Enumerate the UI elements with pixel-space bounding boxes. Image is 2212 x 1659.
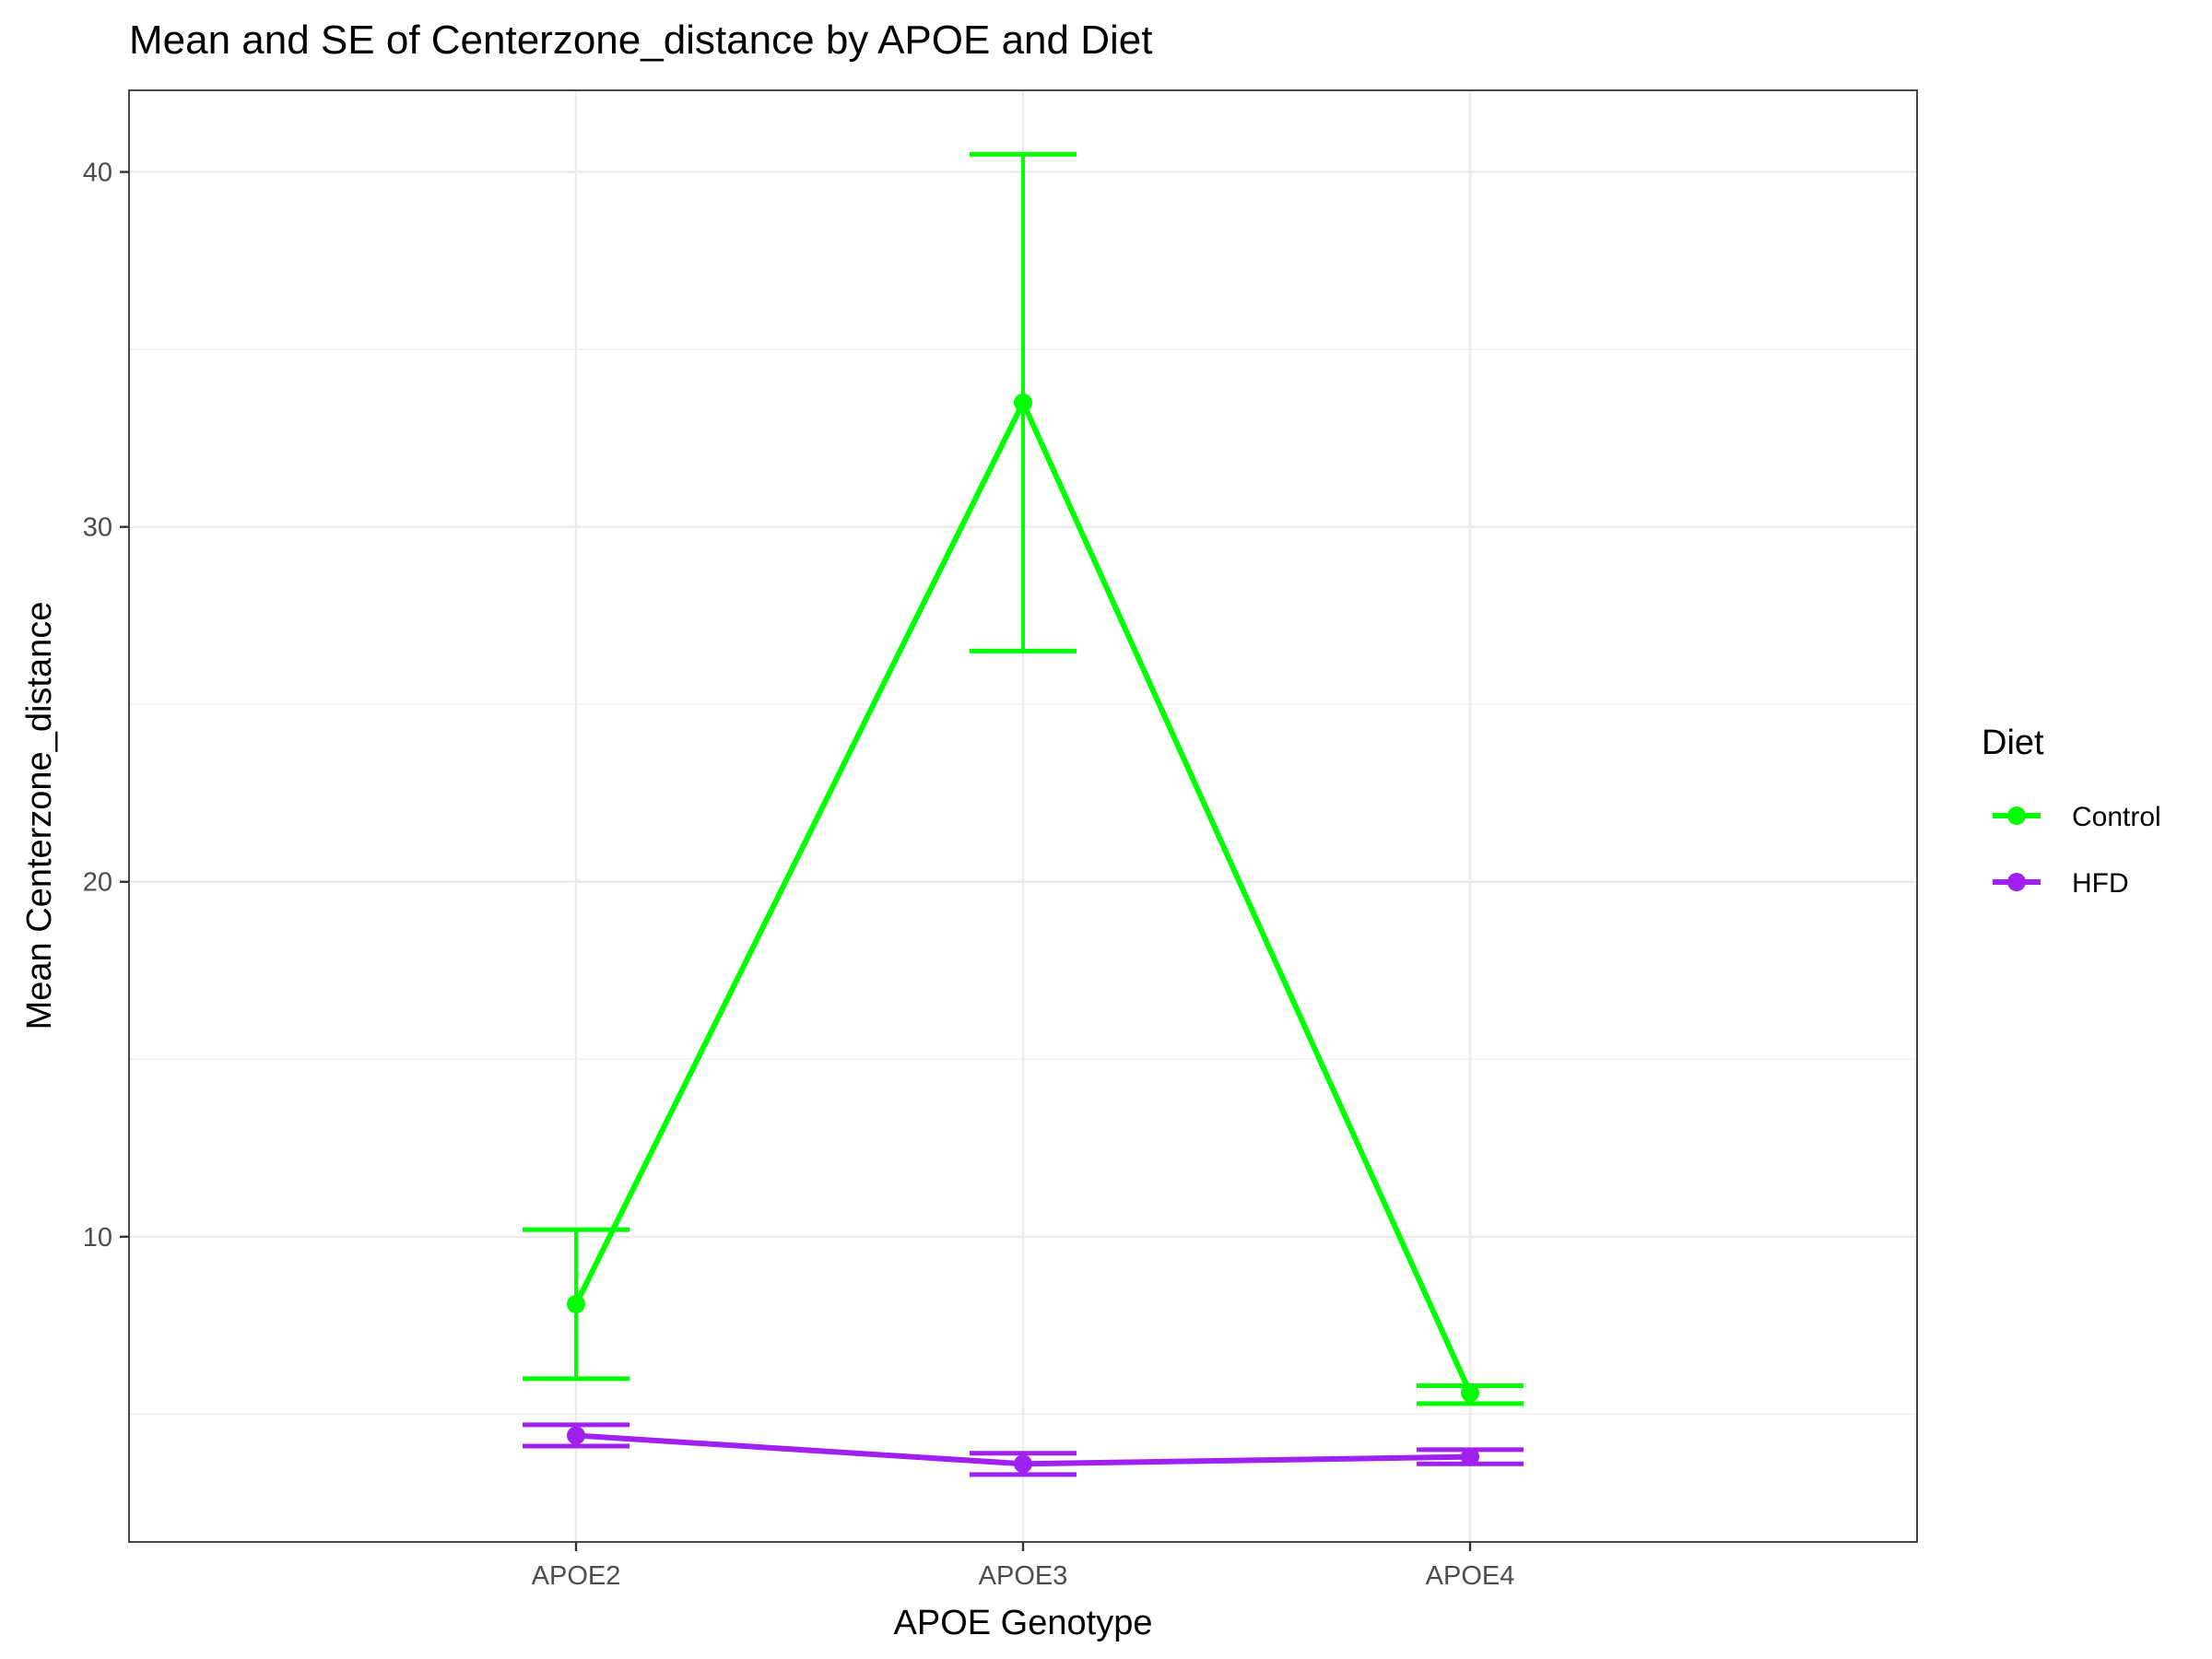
x-tick-label: APOE2 — [532, 1561, 621, 1591]
legend-key-point — [2007, 873, 2026, 891]
y-tick-label: 10 — [83, 1223, 112, 1253]
data-point — [567, 1426, 585, 1444]
y-axis-title: Mean Centerzone_distance — [20, 602, 59, 1030]
y-tick-label: 20 — [83, 868, 112, 898]
legend-key-point — [2007, 806, 2026, 825]
legend-items: Control HFD — [1993, 802, 2161, 899]
data-point — [1461, 1448, 1479, 1466]
legend-title: Diet — [1982, 724, 2044, 762]
legend: Diet Control HFD — [1982, 724, 2161, 899]
x-axis-title: APOE Genotype — [894, 1604, 1153, 1642]
data-point — [1014, 394, 1032, 412]
chart-title: Mean and SE of Centerzone_distance by AP… — [129, 18, 1152, 63]
y-tick-label: 30 — [83, 513, 112, 543]
legend-item-control: Control — [1993, 802, 2161, 832]
legend-label: HFD — [2072, 868, 2129, 899]
y-tick-label: 40 — [83, 159, 112, 188]
data-point — [567, 1295, 585, 1313]
data-point — [1014, 1454, 1032, 1473]
legend-label: Control — [2072, 802, 2161, 832]
x-tick-label: APOE4 — [1426, 1561, 1515, 1591]
x-tick-label: APOE3 — [979, 1561, 1068, 1591]
data-point — [1461, 1383, 1479, 1402]
axes: 10 20 30 40 APOE2 APOE3 APOE4 — [83, 159, 1515, 1591]
legend-item-hfd: HFD — [1993, 868, 2129, 899]
